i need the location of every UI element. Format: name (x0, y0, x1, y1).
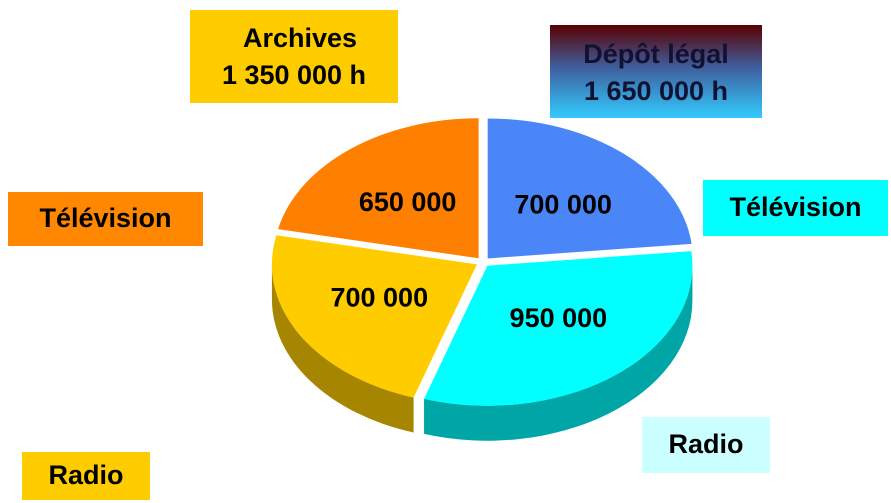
annotation-name: Archives (243, 23, 357, 53)
annotation-box (550, 25, 762, 118)
annotation-total: 1 350 000 h (222, 60, 366, 90)
category-label: Télévision (729, 192, 861, 222)
category-label: Télévision (39, 203, 171, 233)
value-label: 950 000 (510, 303, 608, 333)
depot-box: Dépôt légal 1 650 000 h (550, 25, 762, 118)
slice-side-shade (271, 264, 414, 433)
category-label: Radio (668, 429, 743, 459)
archives-box: Archives 1 350 000 h (190, 10, 398, 103)
category-box (8, 192, 203, 246)
category-box (22, 452, 150, 500)
annotation-total: 1 650 000 h (584, 76, 728, 106)
value-label: 700 000 (514, 190, 612, 220)
category-box (642, 417, 770, 473)
annotation-box (190, 10, 398, 103)
category-box (703, 180, 888, 236)
category-label: Radio (48, 460, 123, 490)
slice (487, 118, 692, 259)
slice (424, 251, 693, 406)
value-label: 650 000 (359, 187, 457, 217)
slice (271, 235, 477, 398)
annotation-name: Dépôt légal (583, 39, 729, 69)
value-label: 700 000 (330, 283, 428, 313)
slice-side (271, 264, 414, 433)
slice (278, 118, 479, 259)
slice-side (424, 265, 693, 441)
slice-side-shade (424, 265, 693, 441)
